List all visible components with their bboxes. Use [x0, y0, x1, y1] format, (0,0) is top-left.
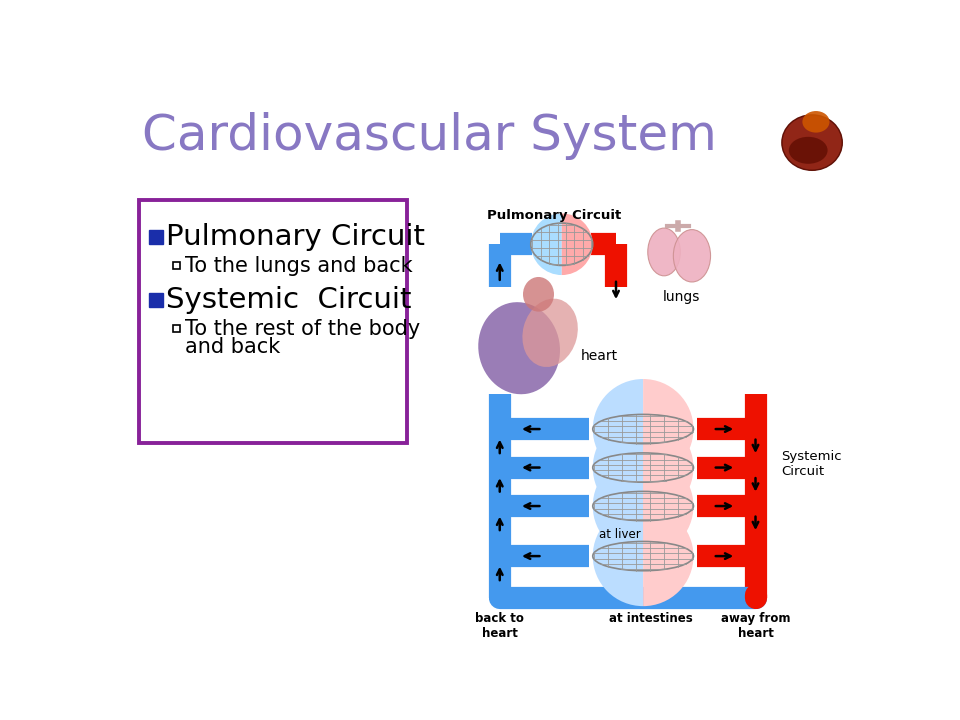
Text: Pulmonary Circuit: Pulmonary Circuit — [166, 222, 425, 251]
Ellipse shape — [803, 111, 829, 132]
Wedge shape — [562, 213, 592, 275]
Text: away from
heart: away from heart — [721, 612, 790, 640]
Text: Cardiovascular System: Cardiovascular System — [142, 112, 716, 161]
Wedge shape — [643, 379, 693, 479]
Wedge shape — [592, 506, 643, 606]
Ellipse shape — [523, 277, 554, 312]
Ellipse shape — [522, 299, 578, 367]
FancyBboxPatch shape — [139, 200, 407, 443]
Wedge shape — [592, 418, 643, 518]
Text: at intestines: at intestines — [609, 612, 693, 625]
Text: back to
heart: back to heart — [475, 612, 524, 640]
Wedge shape — [592, 456, 643, 556]
Wedge shape — [531, 213, 562, 275]
FancyBboxPatch shape — [173, 325, 180, 332]
Text: Systemic
Circuit: Systemic Circuit — [781, 450, 842, 477]
Text: Systemic  Circuit: Systemic Circuit — [166, 287, 412, 315]
Text: Pulmonary Circuit: Pulmonary Circuit — [487, 210, 621, 222]
Wedge shape — [643, 418, 693, 518]
Wedge shape — [643, 506, 693, 606]
Ellipse shape — [781, 115, 842, 171]
Ellipse shape — [648, 228, 681, 276]
Text: at liver: at liver — [599, 528, 640, 541]
FancyBboxPatch shape — [173, 262, 180, 269]
Text: To the lungs and back: To the lungs and back — [185, 256, 413, 276]
Wedge shape — [643, 456, 693, 556]
Text: To the rest of the body: To the rest of the body — [185, 319, 420, 339]
Ellipse shape — [673, 230, 710, 282]
Wedge shape — [592, 379, 643, 479]
Text: heart: heart — [581, 349, 618, 363]
Ellipse shape — [478, 302, 560, 395]
Ellipse shape — [789, 137, 828, 163]
Text: lungs: lungs — [663, 290, 701, 305]
Text: and back: and back — [185, 337, 280, 356]
